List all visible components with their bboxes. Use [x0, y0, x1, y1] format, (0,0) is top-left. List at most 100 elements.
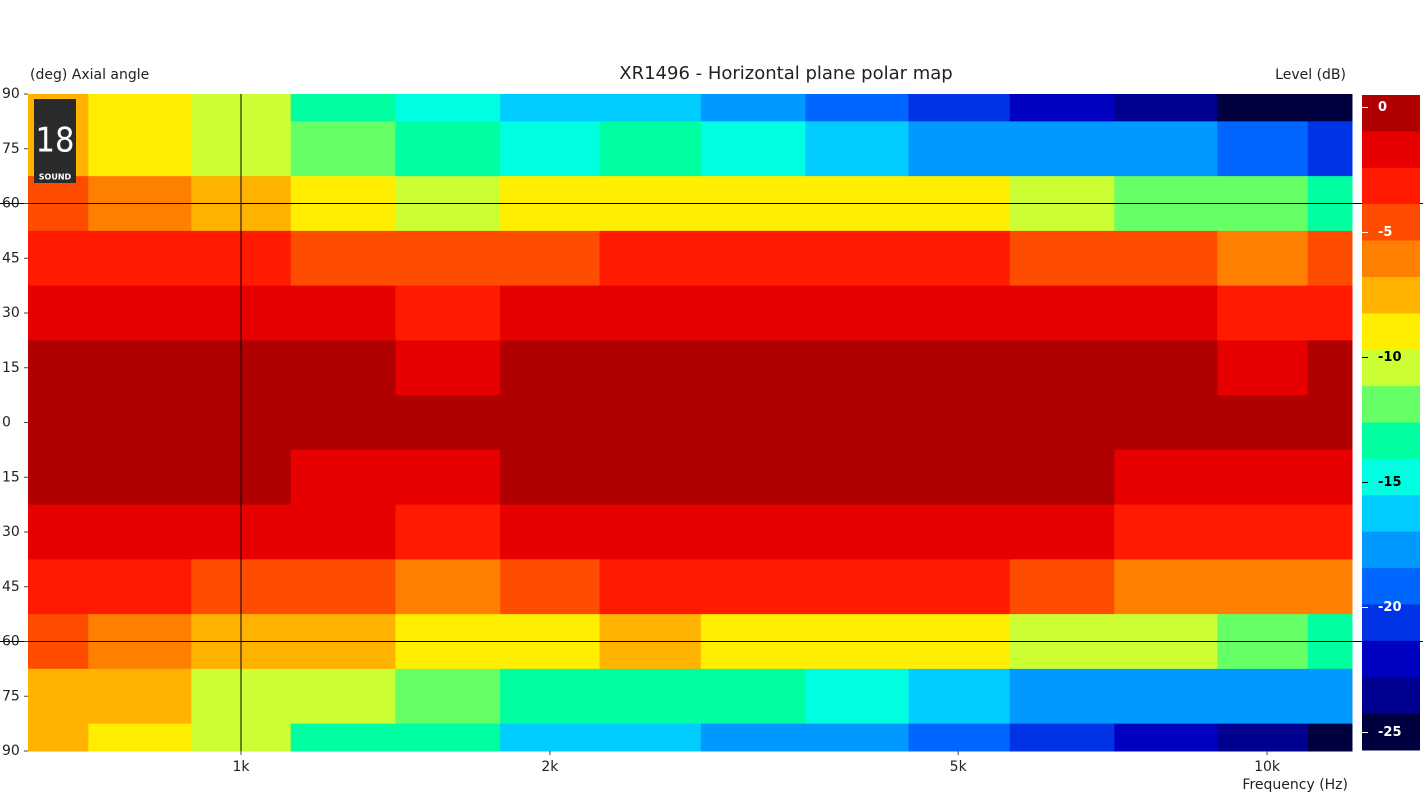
heatmap-cell [500, 94, 601, 122]
heatmap-cell [88, 121, 192, 177]
heatmap-cell [1009, 559, 1115, 615]
heatmap-cell [88, 230, 192, 287]
heatmap-cell [1114, 285, 1218, 341]
heatmap-cell [28, 340, 89, 396]
heatmap-cell [700, 395, 807, 451]
heatmap-cell [500, 559, 601, 615]
heatmap-cell [395, 340, 501, 396]
chart-title: XR1496 - Horizontal plane polar map [619, 63, 952, 84]
heatmap-cell [1307, 340, 1353, 396]
heatmap-cell [1307, 395, 1353, 451]
colorbar-band [1362, 604, 1420, 642]
heatmap-cell [1217, 230, 1309, 287]
heatmap-cell [290, 395, 396, 451]
heatmap-cell [88, 449, 192, 506]
heatmap-cell [1009, 121, 1115, 177]
heatmap-cell [700, 230, 807, 287]
heatmap-cell [700, 94, 807, 122]
heatmap-cell [1307, 121, 1353, 177]
colorbar-band [1362, 531, 1420, 569]
heatmap-cell [700, 559, 807, 615]
heatmap-cell [908, 504, 1011, 560]
colorbar-band [1362, 422, 1420, 460]
heatmap-cell [1307, 285, 1353, 341]
heatmap-cell [290, 340, 396, 396]
heatmap-cell [290, 449, 396, 506]
heatmap-cell [1217, 504, 1309, 560]
heatmap-cell [1217, 395, 1309, 451]
colorbar-band [1362, 349, 1420, 387]
heatmap-cell [700, 668, 807, 725]
heatmap-cell [1217, 668, 1309, 725]
heatmap-cell [88, 723, 192, 752]
heatmap-cell [395, 395, 501, 451]
heatmap-cell [1217, 449, 1309, 506]
heatmap-cell [1009, 723, 1115, 752]
colorbar-tick-label: -5 [1378, 225, 1392, 240]
heatmap-cell [88, 395, 192, 451]
heatmap-cell [1114, 395, 1218, 451]
heatmap-cell [1217, 723, 1309, 752]
heatmap-cell [395, 723, 501, 752]
colorbar-band [1362, 495, 1420, 533]
colorbar-band [1362, 568, 1420, 605]
heatmap-cell [290, 504, 396, 560]
heatmap-cell [1307, 559, 1353, 615]
heatmap-cell [1307, 449, 1353, 506]
heatmap-cell [908, 94, 1011, 122]
heatmap-cell [805, 449, 909, 506]
colorbar-band [1362, 276, 1420, 314]
heatmap-cell [908, 559, 1011, 615]
heatmap-cell [1114, 723, 1218, 752]
heatmap-cell [395, 285, 501, 341]
heatmap-cell [599, 449, 702, 506]
heatmap-cell [599, 504, 702, 560]
colorbar-band [1362, 713, 1420, 751]
colorbar-band [1362, 386, 1420, 423]
heatmap-cell [500, 340, 601, 396]
heatmap [28, 94, 1353, 752]
heatmap-cell [805, 668, 909, 725]
heatmap-cell [290, 285, 396, 341]
heatmap-cell [28, 230, 89, 287]
heatmap-cell [1217, 340, 1309, 396]
heatmap-cell [1009, 395, 1115, 451]
logo-number: 18 [36, 121, 75, 161]
x-tick-label: 2k [541, 759, 559, 775]
y-tick-label: 60 [2, 196, 20, 212]
heatmap-cell [88, 668, 192, 725]
heatmap-cell [700, 340, 807, 396]
colorbar-band [1362, 458, 1420, 496]
y-tick-label: 30 [2, 305, 20, 321]
heatmap-cell [1009, 94, 1115, 122]
heatmap-cell [395, 121, 501, 177]
heatmap-cell [1307, 723, 1353, 752]
heatmap-cell [805, 340, 909, 396]
heatmap-cell [500, 723, 601, 752]
y-tick-label: 90 [2, 743, 20, 759]
heatmap-cell [700, 121, 807, 177]
heatmap-cell [88, 94, 192, 122]
heatmap-cell [908, 449, 1011, 506]
heatmap-cell [1307, 230, 1353, 287]
heatmap-cell [290, 230, 396, 287]
heatmap-cell [28, 285, 89, 341]
heatmap-cell [805, 121, 909, 177]
heatmap-cell [1009, 668, 1115, 725]
heatmap-cell [805, 504, 909, 560]
heatmap-cell [805, 395, 909, 451]
heatmap-cell [1009, 230, 1115, 287]
heatmap-cell [908, 723, 1011, 752]
heatmap-cell [805, 559, 909, 615]
heatmap-cell [28, 449, 89, 506]
overlay: 90 75 60 45 30 15 0 15 30 45 60 75 90 1k 2k 5k 10k 0 -5 -10… [0, 86, 1423, 775]
colorbar-tick-label: -20 [1378, 600, 1402, 615]
heatmap-cell [395, 94, 501, 122]
heatmap-cell [805, 230, 909, 287]
heatmap-cell [599, 121, 702, 177]
heatmap-cell [395, 668, 501, 725]
heatmap-cell [1009, 504, 1115, 560]
colorbar-label: Level (dB) [1275, 67, 1346, 83]
y-tick-label: 45 [2, 250, 20, 266]
heatmap-cell [28, 395, 89, 451]
